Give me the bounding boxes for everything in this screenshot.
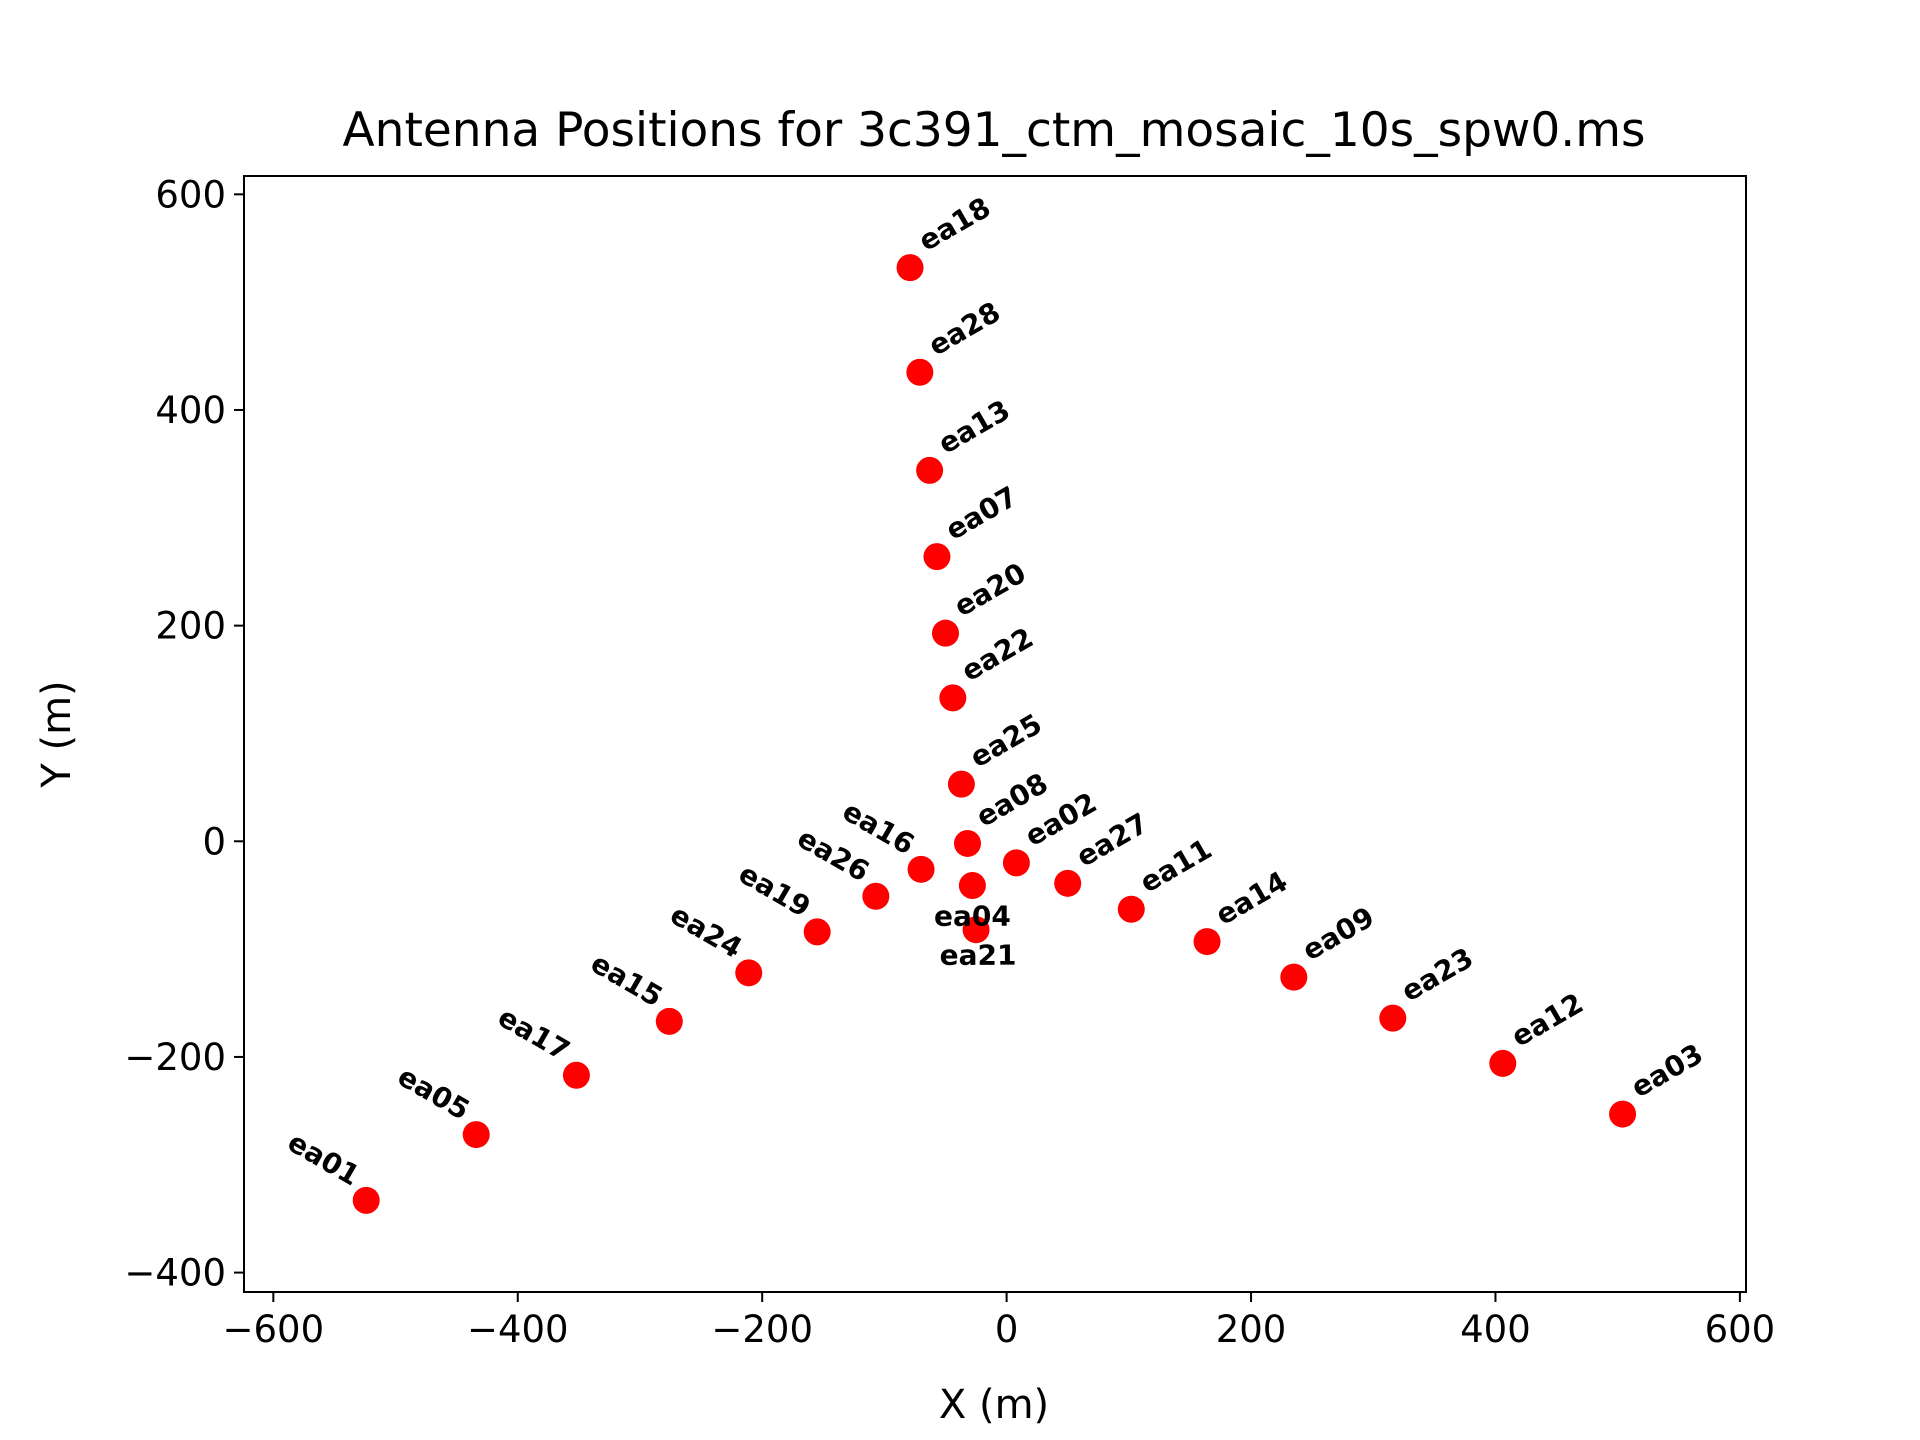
y-axis-label: Y (m) [34,680,80,788]
chart-title: Antenna Positions for 3c391_ctm_mosaic_1… [343,103,1646,158]
antenna-point-ea04 [958,871,986,899]
antenna-point-ea19 [803,918,831,946]
antenna-point-ea27 [1054,869,1082,897]
antenna-point-ea21 [962,916,990,944]
x-tick-label: −400 [467,1308,569,1351]
antenna-point-ea20 [932,619,960,647]
plot-frame [243,175,1747,1293]
antenna-point-ea01 [352,1186,380,1214]
antenna-point-ea09 [1280,963,1308,991]
y-tick-label: 200 [155,605,226,648]
y-tick-label: 400 [155,389,226,432]
y-axis-ticks: −400 −200 0 200 400 600 [124,173,244,1295]
antenna-point-ea05 [462,1121,490,1149]
antenna-point-ea18 [896,254,924,282]
x-axis-label: X (m) [939,1382,1049,1428]
antenna-point-ea17 [562,1061,590,1089]
antenna-point-ea22 [939,684,967,712]
antenna-point-ea14 [1193,928,1221,956]
antenna-point-ea13 [916,456,944,484]
antenna-point-ea26 [862,882,890,910]
antenna-label-ea21: ea21 [940,939,1017,972]
y-tick-label: −400 [124,1252,226,1295]
antenna-point-ea02 [1002,849,1030,877]
x-tick-label: 600 [1705,1308,1776,1351]
x-tick-label: 200 [1216,1308,1287,1351]
antenna-point-ea07 [923,543,951,571]
antenna-point-ea08 [954,829,982,857]
antenna-point-ea15 [655,1007,683,1035]
x-tick-label: −600 [223,1308,325,1351]
antenna-label-ea04: ea04 [934,899,1011,932]
antenna-point-ea28 [906,358,934,386]
antenna-point-ea11 [1117,895,1145,923]
y-tick-label: 600 [155,173,226,216]
y-tick-label: 0 [202,820,226,863]
antenna-point-ea25 [947,770,975,798]
x-axis-ticks: −600 −400 −200 0 200 400 600 [223,1292,1776,1351]
y-tick-label: −200 [124,1036,226,1079]
x-tick-label: 0 [995,1308,1019,1351]
antenna-point-ea23 [1379,1004,1407,1032]
antenna-point-ea12 [1489,1049,1517,1077]
x-tick-label: 400 [1460,1308,1531,1351]
antenna-point-ea03 [1609,1100,1637,1128]
antenna-point-ea24 [735,959,763,987]
x-tick-label: −200 [711,1308,813,1351]
antenna-points [352,254,1637,1214]
antenna-point-ea16 [907,855,935,883]
